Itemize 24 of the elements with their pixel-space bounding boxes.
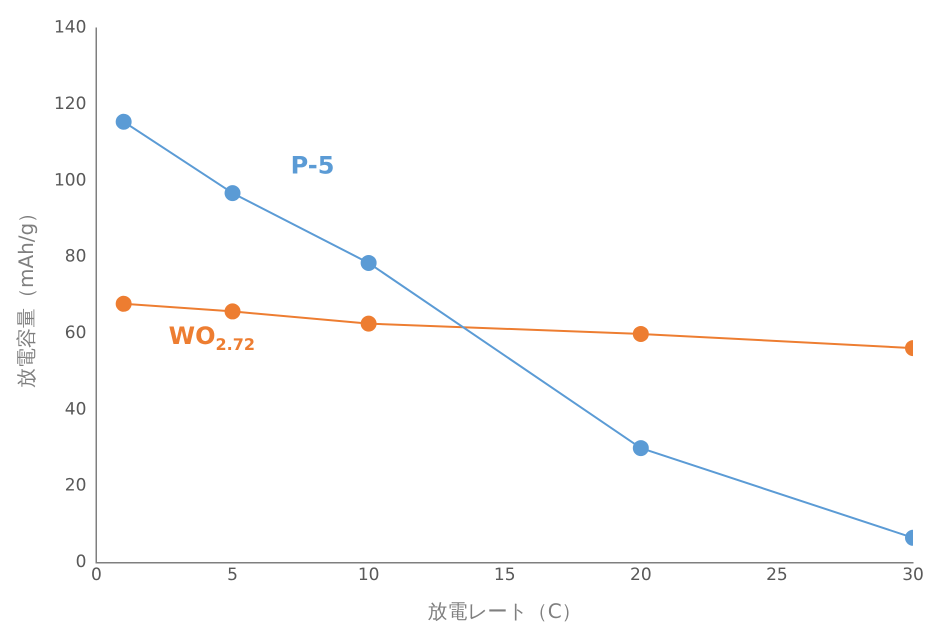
point [116, 114, 132, 130]
x-tick-label: 20 [630, 565, 652, 586]
y-tick-label: 100 [54, 170, 86, 190]
x-tick-label: 0 [91, 565, 102, 586]
x-tick-label: 10 [358, 565, 380, 586]
point [116, 296, 132, 312]
y-tick-label: 60 [64, 322, 86, 343]
point [224, 185, 241, 202]
series-label: P-5 [290, 152, 334, 180]
x-tick-label: 30 [902, 565, 924, 586]
x-axis-title: 放電レート（C） [428, 599, 582, 624]
y-tick-label: 80 [64, 246, 86, 267]
y-tick-label: 40 [64, 399, 86, 420]
y-tick-label: 0 [76, 552, 86, 572]
point [360, 254, 377, 271]
y-tick-label: 20 [64, 476, 86, 496]
y-axis-title: 放電容量（mAh/g） [14, 202, 38, 388]
x-tick-label: 25 [766, 565, 788, 586]
y-tick-label: 140 [54, 18, 86, 38]
y-tick-label: 120 [54, 94, 86, 114]
x-tick-label: 5 [227, 565, 238, 586]
point [224, 303, 241, 320]
point [360, 316, 377, 332]
x-tick-label: 15 [494, 565, 516, 586]
